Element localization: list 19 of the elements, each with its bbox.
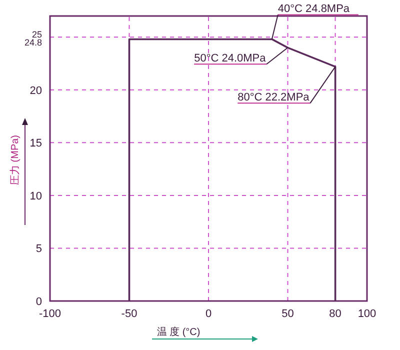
annotation: 80°C 22.2MPa — [238, 92, 310, 104]
x-tick-label: 0 — [205, 308, 212, 320]
y-tick-label: 0 — [36, 296, 42, 308]
y-axis-title: 圧力 (MPa) — [9, 135, 21, 185]
x-tick-label: -100 — [38, 308, 62, 320]
x-tick-label: 100 — [358, 308, 376, 320]
y-tick-label: 5 — [36, 243, 42, 256]
annotation: 50°C 24.0MPa — [194, 52, 267, 65]
y-tick-label: 10 — [30, 190, 42, 202]
x-axis-title: 温 度 (°C) — [156, 326, 200, 338]
y-tick-label: 15 — [30, 138, 42, 150]
y-tick-label: 25 — [32, 29, 42, 40]
line-series — [128, 38, 336, 302]
y-tick-label: 20 — [30, 84, 42, 97]
annotation: 40°C 24.8MPa — [278, 3, 350, 16]
x-tick-label: -50 — [121, 308, 138, 320]
x-tick-label: 50 — [282, 308, 294, 320]
y-tick-label: 24.8 — [24, 37, 42, 48]
x-tick-label: 80 — [329, 308, 342, 320]
